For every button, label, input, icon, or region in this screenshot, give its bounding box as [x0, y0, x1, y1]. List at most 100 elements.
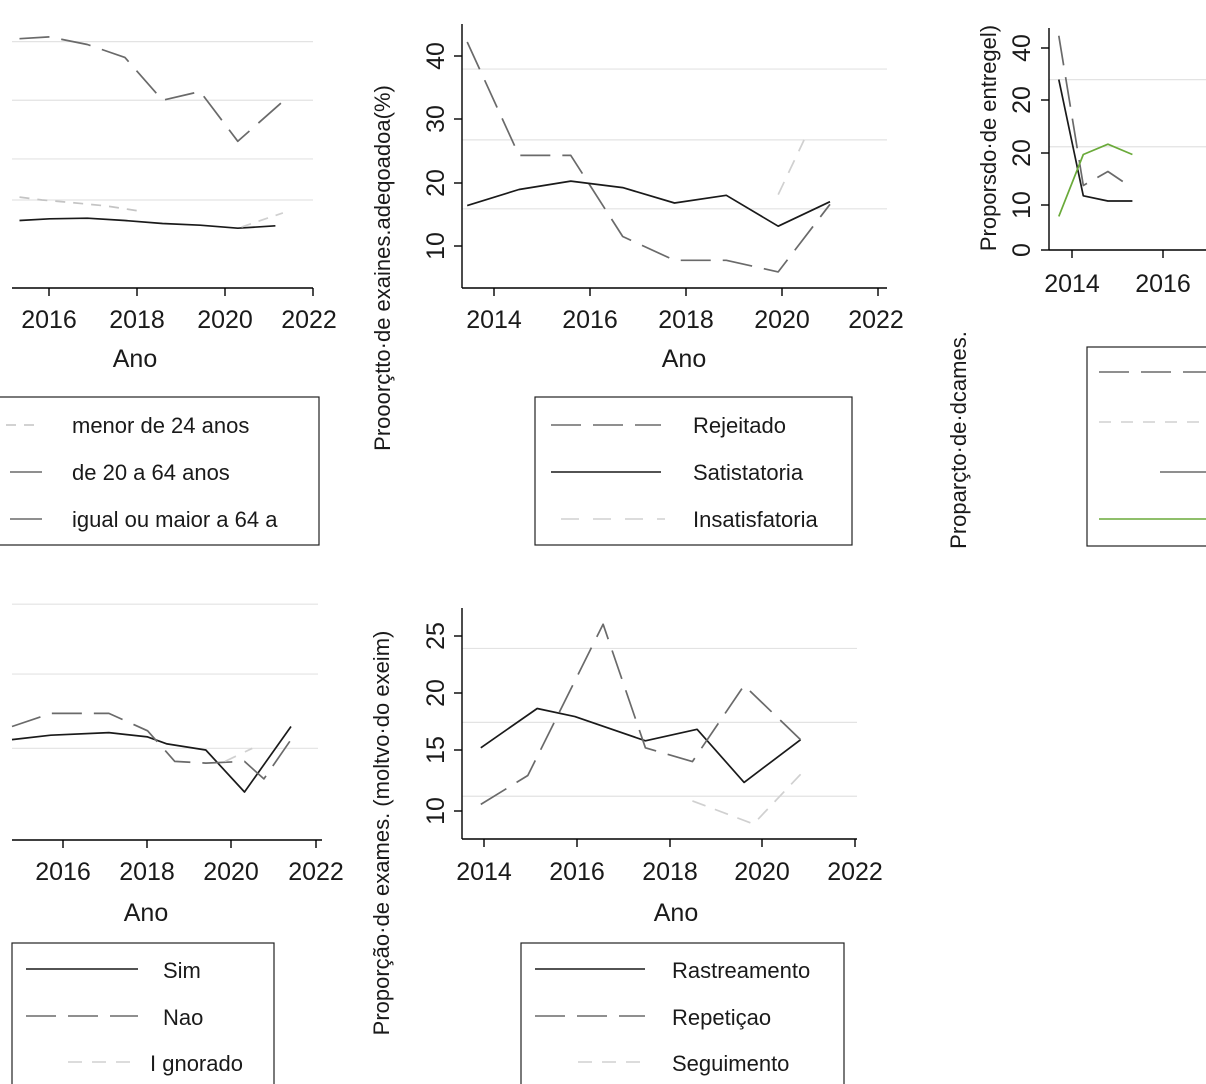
p5-xtick-label: 2016 — [549, 858, 605, 886]
p2-legend-label-2: Satistatoria — [693, 460, 804, 485]
p5-gridlines — [462, 647, 857, 797]
p1-x-ticks — [48, 288, 314, 296]
p2-legend: Rejeitado Satistatoria Insatisfatoria — [534, 396, 853, 546]
panel-2: 40 30 20 10 2014 2016 2018 2020 2022 Ano… — [370, 24, 904, 546]
p5-series-line-3 — [692, 773, 802, 825]
p2-legend-label-3: Insatisfatoria — [693, 507, 818, 532]
p5-y-axis-label: Proporção·de exames. (moltvo·do exeim) — [369, 631, 394, 1036]
p1-legend-label-2: de 20 a 64 anos — [72, 460, 230, 485]
p2-x-axis-label: Ano — [662, 345, 706, 373]
p2-legend-label-1: Rejeitado — [693, 413, 786, 438]
p5-x-axis-label: Ano — [654, 899, 698, 927]
p3-xtick-label: 2014 — [1044, 270, 1100, 298]
p4-xtick-label: 2016 — [35, 858, 91, 886]
p1-legend-label-3: igual ou maior a 64 a — [72, 507, 278, 532]
p3-x-ticks — [1071, 250, 1164, 258]
p5-legend-label-1: Rastreamento — [672, 958, 810, 983]
p3-legend-box — [1086, 346, 1206, 547]
p2-xtick-label: 2018 — [658, 306, 714, 334]
p1-series-lines — [19, 36, 284, 230]
p5-series-lines — [480, 623, 802, 825]
p4-legend-label-2: Nao — [163, 1005, 203, 1030]
p4-xtick-label: 2018 — [119, 858, 175, 886]
p3-series-line-1 — [1057, 35, 1133, 189]
p1-xtick-label: 2018 — [109, 306, 165, 334]
p5-xtick-label: 2020 — [734, 858, 790, 886]
p4-gridlines — [12, 603, 318, 749]
p5-series-line-2 — [480, 623, 802, 806]
p2-xtick-label: 2016 — [562, 306, 618, 334]
p5-xtick-label: 2018 — [642, 858, 698, 886]
p3-xtick-label: 2016 — [1135, 270, 1191, 298]
p4-x-axis-label: Ano — [124, 899, 168, 927]
p1-legend-box — [0, 396, 320, 546]
p5-xtick-label: 2022 — [827, 858, 883, 886]
panel-4: 2016 2018 2020 2022 Ano Sim Nao I gnorad… — [11, 603, 344, 1084]
p3-ytick-label: 0 — [1008, 243, 1036, 257]
p3-y-axis-label-outer: Proparçto·de·dcames. — [946, 331, 971, 549]
p1-xtick-label: 2022 — [281, 306, 337, 334]
p5-series-line-1 — [480, 707, 802, 784]
p2-y-ticks — [454, 55, 462, 247]
p1-series-line-1 — [19, 196, 144, 213]
p4-xtick-label: 2020 — [203, 858, 259, 886]
p1-x-axis-label: Ano — [113, 345, 157, 373]
p2-xtick-label: 2020 — [754, 306, 810, 334]
p1-series-line-4 — [241, 212, 284, 228]
p4-xtick-label: 2022 — [288, 858, 344, 886]
p5-legend: Rastreamento Repetiçao Seguimento — [520, 942, 845, 1084]
p2-ytick-label: 10 — [422, 232, 450, 260]
p5-x-ticks — [483, 839, 856, 847]
p4-series-lines — [11, 712, 292, 793]
p2-series-lines — [466, 41, 831, 273]
p4-legend: Sim Nao I gnorado — [11, 942, 275, 1084]
p2-y-axis-label: Prooorçtto·de exaines.adeqoadoa(%) — [370, 85, 395, 451]
p3-ytick-label: 20 — [1008, 139, 1036, 167]
p2-xtick-label: 2014 — [466, 306, 522, 334]
p2-ytick-label: 30 — [422, 105, 450, 133]
p5-ytick-label: 25 — [422, 622, 450, 650]
p1-xtick-label: 2020 — [197, 306, 253, 334]
p4-x-ticks — [62, 840, 317, 848]
p4-legend-box — [11, 942, 275, 1084]
p3-series-line-2 — [1057, 79, 1133, 202]
p1-gridlines — [12, 40, 313, 201]
p1-legend-label-1: menor de 24 anos — [72, 413, 249, 438]
p1-series-line-3 — [19, 36, 284, 143]
p4-series-line-1 — [11, 726, 292, 793]
panel-5: 25 20 15 10 2014 2016 2018 2020 2022 Ano… — [369, 608, 883, 1084]
p5-legend-label-3: Seguimento — [672, 1051, 789, 1076]
p4-legend-label-1: Sim — [163, 958, 201, 983]
p3-ytick-label: 20 — [1008, 86, 1036, 114]
p3-series-line-3 — [1058, 143, 1133, 217]
p1-legend: menor de 24 anos de 20 a 64 anos igual o… — [0, 396, 320, 546]
p5-legend-box — [520, 942, 845, 1084]
p3-y-ticks — [1041, 47, 1049, 251]
p2-xtick-label: 2022 — [848, 306, 904, 334]
p2-ytick-label: 20 — [422, 169, 450, 197]
p2-x-ticks — [493, 288, 879, 296]
p5-xtick-label: 2014 — [456, 858, 512, 886]
p3-legend — [1086, 346, 1206, 547]
panel-1: 2016 2018 2020 2022 Ano menor de 24 anos… — [0, 36, 337, 546]
panel-3: 40 20 20 10 0 2014 2016 Proparçto·de·dca… — [946, 25, 1206, 549]
p5-ytick-label: 20 — [422, 679, 450, 707]
p1-series-line-2 — [19, 217, 276, 230]
p3-series-lines — [1057, 35, 1133, 217]
p5-ytick-label: 10 — [422, 797, 450, 825]
p3-y-axis-label-inner: Proporsdo·de entregel) — [976, 25, 1001, 251]
p5-legend-label-2: Repetiçao — [672, 1005, 771, 1030]
p3-ytick-label: 40 — [1008, 34, 1036, 62]
p2-legend-box — [534, 396, 853, 546]
p1-xtick-label: 2016 — [21, 306, 77, 334]
p5-ytick-label: 15 — [422, 736, 450, 764]
p4-legend-label-3: I gnorado — [150, 1051, 243, 1076]
p2-ytick-label: 40 — [422, 42, 450, 70]
p2-series-line-3 — [777, 139, 805, 195]
p4-series-line-3 — [224, 747, 253, 763]
p3-gridlines — [1049, 79, 1206, 148]
p2-series-line-2 — [466, 180, 831, 228]
p4-series-line-2 — [11, 712, 292, 780]
p5-y-ticks — [454, 635, 462, 812]
